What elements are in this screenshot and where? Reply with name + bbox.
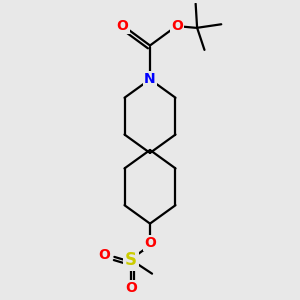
Text: O: O [171, 19, 183, 33]
Text: O: O [125, 281, 137, 295]
Text: O: O [117, 19, 129, 33]
Text: O: O [144, 236, 156, 250]
Text: S: S [125, 251, 137, 269]
Text: O: O [98, 248, 110, 262]
Text: N: N [144, 72, 156, 86]
